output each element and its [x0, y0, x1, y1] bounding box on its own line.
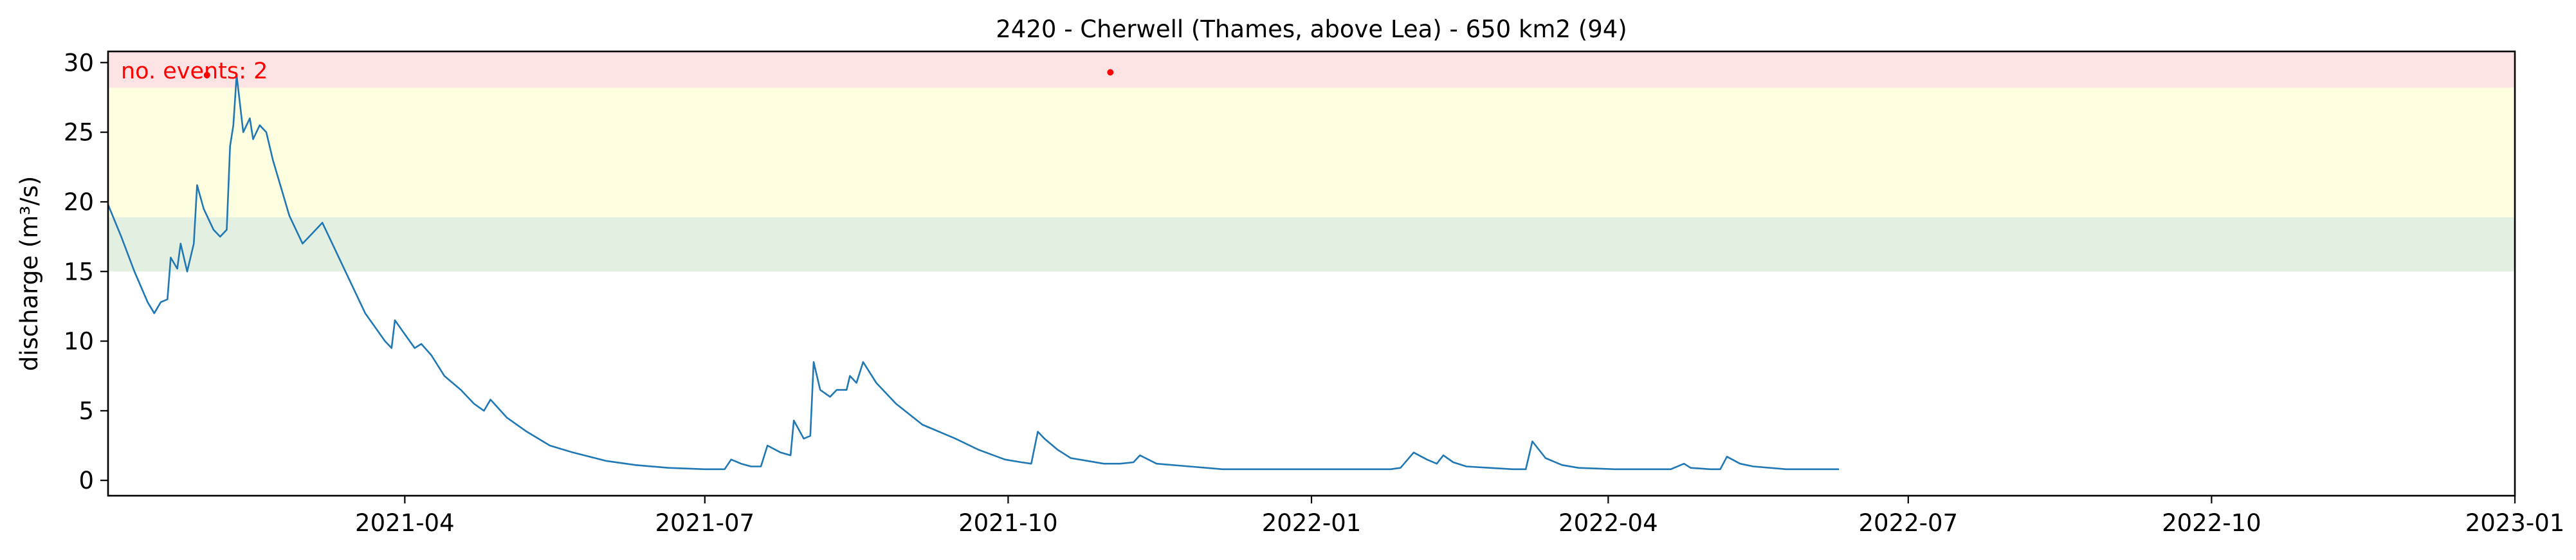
events-count-annotation: no. events: 2 — [121, 59, 268, 84]
y-tick-label: 15 — [64, 258, 94, 285]
threshold-band-0 — [108, 217, 2515, 272]
x-tick-label: 2022-07 — [1859, 509, 1959, 537]
x-tick-label: 2021-07 — [655, 509, 755, 537]
y-tick-label: 20 — [64, 188, 94, 216]
threshold-band-1 — [108, 87, 2515, 217]
event-marker-1 — [1107, 69, 1114, 76]
x-tick-label: 2022-10 — [2162, 509, 2261, 537]
x-tick-label: 2023-01 — [2465, 509, 2565, 537]
chart-title: 2420 - Cherwell (Thames, above Lea) - 65… — [996, 15, 1627, 43]
x-tick-label: 2021-04 — [355, 509, 455, 537]
y-tick-label: 30 — [64, 49, 94, 77]
y-tick-label: 10 — [64, 328, 94, 356]
y-axis-label: discharge (m³/s) — [15, 176, 43, 372]
discharge-series-line — [107, 74, 1840, 471]
y-tick-label: 0 — [78, 467, 94, 494]
x-axis-ticks: 2021-04 2021-07 2021-10 2022-01 2022-04 2022-… — [355, 496, 2564, 537]
event-marker-0 — [203, 71, 210, 78]
x-tick-label: 2021-10 — [958, 509, 1058, 537]
threshold-band-2 — [108, 51, 2515, 88]
y-tick-label: 25 — [64, 119, 94, 147]
x-tick-label: 2022-04 — [1558, 509, 1658, 537]
x-tick-label: 2022-01 — [1262, 509, 1362, 537]
event-markers — [203, 69, 1114, 78]
threshold-bands — [108, 51, 2515, 272]
y-tick-label: 5 — [78, 397, 94, 425]
y-axis-ticks: 0 5 10 15 20 25 30 — [64, 49, 108, 494]
